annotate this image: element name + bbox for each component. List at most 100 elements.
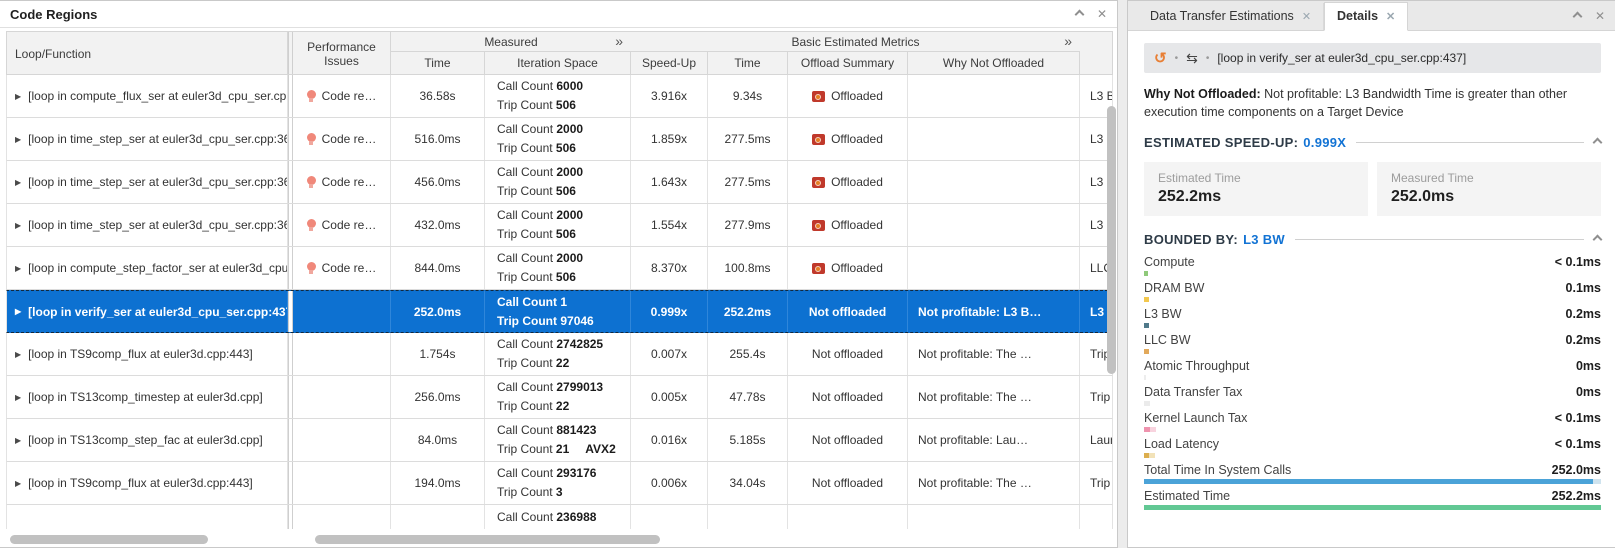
collapse-section-icon[interactable]	[1592, 137, 1603, 148]
collapse-section-icon[interactable]	[1592, 234, 1603, 245]
column-resize-gap[interactable]	[288, 118, 293, 160]
table-row[interactable]: ▶ [loop in compute_flux_ser at euler3d_cp…	[6, 75, 1113, 118]
column-resize-gap[interactable]	[288, 32, 293, 74]
measured-time-cell: 84.0ms	[391, 419, 485, 461]
performance-issues-cell[interactable]	[293, 505, 391, 529]
column-resize-gap[interactable]	[288, 333, 293, 375]
close-panel-icon[interactable]: ✕	[1096, 7, 1107, 21]
performance-issues-cell[interactable]	[293, 333, 391, 375]
loop-function-cell[interactable]	[7, 505, 288, 529]
performance-issues-cell[interactable]	[293, 462, 391, 504]
loop-function-cell[interactable]: ▶ [loop in TS13comp_step_fac at euler3d.c…	[7, 419, 288, 461]
metric-bar	[1150, 427, 1156, 433]
recommendation-bulb-icon[interactable]	[306, 90, 316, 102]
recommendation-bulb-icon[interactable]	[306, 219, 316, 231]
offload-summary-cell: Offloaded	[788, 161, 908, 203]
column-header-why-not-offloaded[interactable]: Why Not Offloaded	[908, 52, 1080, 74]
recommendation-bulb-icon[interactable]	[306, 262, 316, 274]
code-regions-title: Code Regions	[10, 6, 98, 22]
performance-issues-cell[interactable]: Code re…	[293, 161, 391, 203]
performance-issues-cell[interactable]: Code re…	[293, 75, 391, 117]
performance-issues-cell[interactable]	[293, 419, 391, 461]
column-header-estimated-time[interactable]: Time	[708, 52, 788, 74]
offload-summary-cell: Offloaded	[788, 247, 908, 289]
tab-details[interactable]: Details ✕	[1324, 2, 1409, 31]
table-row[interactable]: ▶ [loop in time_step_ser at euler3d_cpu_s…	[6, 118, 1113, 161]
expand-row-icon[interactable]: ▶	[15, 349, 22, 359]
table-row[interactable]: ▶ [loop in compute_step_factor_ser at eul…	[6, 247, 1113, 290]
collapse-panel-icon[interactable]	[1074, 9, 1085, 19]
performance-issues-cell[interactable]	[293, 376, 391, 418]
panel-divider[interactable]	[1118, 0, 1127, 548]
extra-column-cell: LLC B	[1090, 261, 1112, 275]
expand-row-icon[interactable]: ▶	[15, 307, 22, 316]
why-not-offloaded-cell: Not profitable: The …	[908, 376, 1080, 418]
column-header-iteration-space[interactable]: Iteration Space	[485, 52, 631, 74]
column-resize-gap[interactable]	[288, 291, 293, 332]
performance-issues-cell[interactable]: Code re…	[293, 247, 391, 289]
expand-row-icon[interactable]: ▶	[15, 263, 22, 273]
column-resize-gap[interactable]	[288, 75, 293, 117]
close-tab-icon[interactable]: ✕	[1301, 10, 1312, 23]
performance-issues-cell[interactable]: Code re…	[293, 118, 391, 160]
column-resize-gap[interactable]	[288, 376, 293, 418]
close-panel-icon[interactable]: ✕	[1594, 9, 1605, 23]
expand-row-icon[interactable]: ▶	[15, 435, 22, 445]
loop-function-cell[interactable]: ▶ [loop in compute_flux_ser at euler3d_cp…	[7, 75, 288, 117]
close-tab-icon[interactable]: ✕	[1386, 10, 1396, 23]
table-row[interactable]: ▶ [loop in TS9comp_flux at euler3d.cpp:44…	[6, 333, 1113, 376]
offload-summary-cell: Not offloaded	[788, 291, 908, 332]
tab-data-transfer-estimations[interactable]: Data Transfer Estimations ✕	[1138, 3, 1325, 30]
column-resize-gap[interactable]	[288, 204, 293, 246]
loop-function-cell[interactable]: ▶ [loop in TS13comp_timestep at euler3d.c…	[7, 376, 288, 418]
table-row[interactable]: ▶ [loop in time_step_ser at euler3d_cpu_s…	[6, 161, 1113, 204]
expand-row-icon[interactable]: ▶	[15, 478, 22, 488]
column-resize-gap[interactable]	[288, 505, 293, 529]
metric-bar	[1144, 271, 1148, 277]
table-row[interactable]: ▶ [loop in TS13comp_step_fac at euler3d.c…	[6, 419, 1113, 462]
column-header-speed-up[interactable]: Speed-Up	[631, 52, 708, 74]
loop-function-cell[interactable]: ▶ [loop in time_step_ser at euler3d_cpu_s…	[7, 161, 288, 203]
refresh-icon[interactable]: ↺	[1154, 49, 1167, 67]
expand-row-icon[interactable]: ▶	[15, 220, 22, 230]
column-resize-gap[interactable]	[288, 462, 293, 504]
loop-function-cell[interactable]: ▶ [loop in compute_step_factor_ser at eul…	[7, 247, 288, 289]
estimated-time-cell: 277.5ms	[708, 161, 788, 203]
performance-issues-cell[interactable]: Code re…	[293, 204, 391, 246]
table-row[interactable]: Call Count 236988	[6, 505, 1113, 529]
collapse-panel-icon[interactable]	[1572, 11, 1583, 21]
recommendation-bulb-icon[interactable]	[306, 176, 316, 188]
column-resize-gap[interactable]	[288, 161, 293, 203]
column-header-performance-issues[interactable]: Performance Issues	[293, 32, 391, 76]
offloaded-icon	[812, 262, 826, 274]
expand-row-icon[interactable]: ▶	[15, 91, 22, 101]
loop-function-cell[interactable]: ▶ [loop in TS9comp_flux at euler3d.cpp:44…	[7, 462, 288, 504]
horizontal-scrollbar-thumb-left[interactable]	[10, 535, 208, 544]
column-header-loop-function[interactable]: Loop/Function	[7, 32, 288, 76]
column-header-offload-summary[interactable]: Offload Summary	[788, 52, 908, 74]
offload-summary-cell	[788, 505, 908, 529]
expand-basic-metrics-columns-icon[interactable]: »	[1064, 33, 1072, 49]
why-not-offloaded-cell	[908, 161, 1080, 203]
table-row[interactable]: ▶ [loop in TS13comp_timestep at euler3d.c…	[6, 376, 1113, 419]
loop-function-cell[interactable]: ▶ [loop in time_step_ser at euler3d_cpu_s…	[7, 204, 288, 246]
loop-function-cell[interactable]: ▶ [loop in TS9comp_flux at euler3d.cpp:44…	[7, 333, 288, 375]
expand-row-icon[interactable]: ▶	[15, 134, 22, 144]
vertical-scrollbar[interactable]	[1107, 106, 1116, 532]
column-resize-gap[interactable]	[288, 419, 293, 461]
loop-function-cell[interactable]: ▶ [loop in time_step_ser at euler3d_cpu_s…	[7, 118, 288, 160]
loop-function-cell[interactable]: ▶ [loop in verify_ser at euler3d_cpu_ser.…	[7, 291, 288, 332]
expand-row-icon[interactable]: ▶	[15, 392, 22, 402]
table-row[interactable]: ▶ [loop in verify_ser at euler3d_cpu_ser.…	[6, 290, 1113, 333]
vertical-scrollbar-thumb[interactable]	[1107, 106, 1116, 374]
recommendation-bulb-icon[interactable]	[306, 133, 316, 145]
table-row[interactable]: ▶ [loop in time_step_ser at euler3d_cpu_s…	[6, 204, 1113, 247]
table-row[interactable]: ▶ [loop in TS9comp_flux at euler3d.cpp:44…	[6, 462, 1113, 505]
column-resize-gap[interactable]	[288, 247, 293, 289]
expand-row-icon[interactable]: ▶	[15, 177, 22, 187]
compare-icon[interactable]: ⇆	[1186, 50, 1198, 66]
expand-measured-columns-icon[interactable]: »	[615, 33, 623, 49]
column-header-measured-time[interactable]: Time	[391, 52, 485, 74]
horizontal-scrollbar-thumb-main[interactable]	[315, 535, 660, 544]
performance-issues-cell[interactable]	[293, 291, 391, 332]
